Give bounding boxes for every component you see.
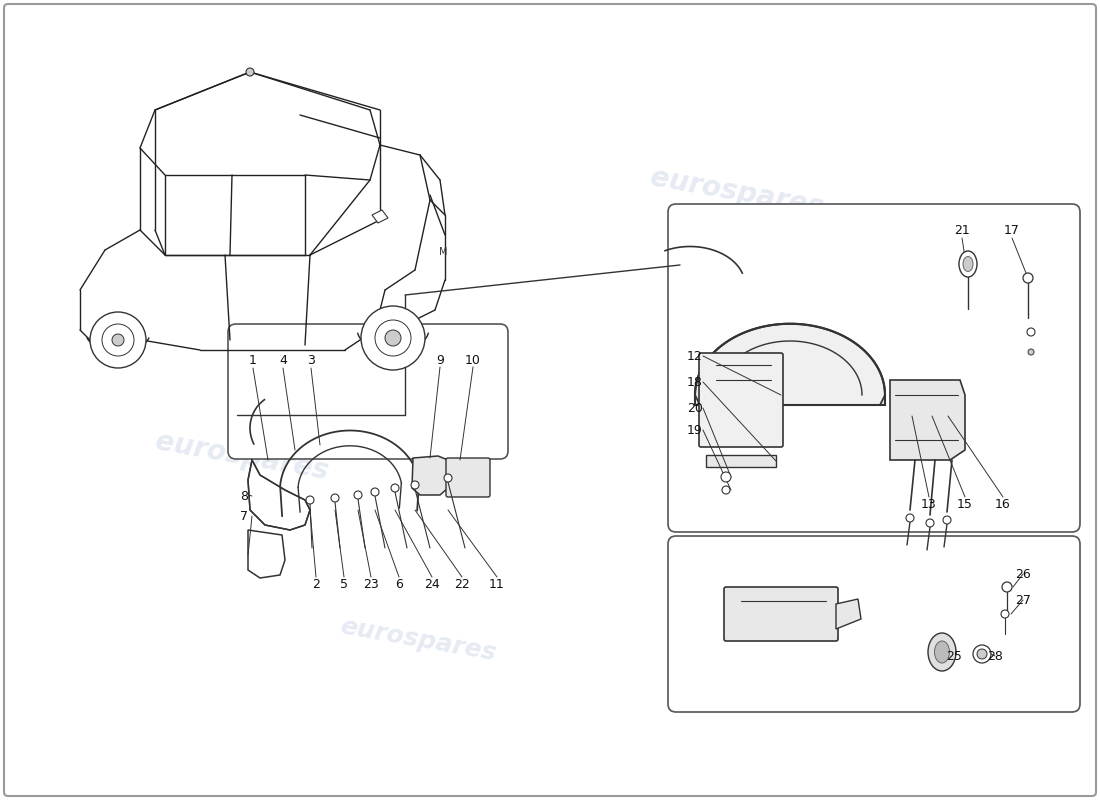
- Text: 23: 23: [363, 578, 378, 590]
- FancyBboxPatch shape: [724, 587, 838, 641]
- Text: 11: 11: [490, 578, 505, 590]
- Ellipse shape: [935, 641, 949, 663]
- Text: 15: 15: [957, 498, 972, 510]
- Text: 16: 16: [996, 498, 1011, 510]
- Circle shape: [246, 68, 254, 76]
- Circle shape: [411, 481, 419, 489]
- Ellipse shape: [959, 251, 977, 277]
- Circle shape: [1023, 273, 1033, 283]
- Circle shape: [977, 649, 987, 659]
- Text: 21: 21: [954, 225, 970, 238]
- FancyBboxPatch shape: [668, 204, 1080, 532]
- Circle shape: [361, 306, 425, 370]
- Circle shape: [371, 488, 380, 496]
- Text: 7: 7: [240, 510, 248, 522]
- Circle shape: [102, 324, 134, 356]
- Polygon shape: [836, 599, 861, 629]
- Circle shape: [112, 334, 124, 346]
- FancyBboxPatch shape: [4, 4, 1096, 796]
- Circle shape: [720, 472, 732, 482]
- Text: eurospares: eurospares: [338, 614, 498, 666]
- Text: 28: 28: [987, 650, 1003, 662]
- Text: 26: 26: [1015, 567, 1031, 581]
- Text: 18: 18: [688, 375, 703, 389]
- Polygon shape: [372, 210, 388, 223]
- Text: 10: 10: [465, 354, 481, 366]
- Circle shape: [1028, 349, 1034, 355]
- Text: eurospares: eurospares: [712, 598, 872, 650]
- Circle shape: [444, 474, 452, 482]
- Text: 12: 12: [688, 350, 703, 362]
- Text: eurospares: eurospares: [648, 163, 826, 221]
- Polygon shape: [890, 380, 965, 460]
- Text: 19: 19: [688, 423, 703, 437]
- Circle shape: [306, 496, 313, 504]
- Circle shape: [722, 486, 730, 494]
- Text: 13: 13: [921, 498, 937, 510]
- Text: 25: 25: [946, 650, 961, 662]
- Circle shape: [974, 645, 991, 663]
- Ellipse shape: [962, 257, 974, 271]
- Text: M: M: [439, 247, 448, 257]
- Circle shape: [390, 484, 399, 492]
- Text: 6: 6: [395, 578, 403, 590]
- Circle shape: [1001, 610, 1009, 618]
- Circle shape: [943, 516, 951, 524]
- FancyBboxPatch shape: [698, 353, 783, 447]
- Text: 20: 20: [688, 402, 703, 414]
- Text: 3: 3: [307, 354, 315, 367]
- Text: 27: 27: [1015, 594, 1031, 606]
- Text: eurospares: eurospares: [153, 427, 331, 485]
- Polygon shape: [706, 455, 776, 467]
- Circle shape: [1027, 328, 1035, 336]
- FancyBboxPatch shape: [228, 324, 508, 459]
- Circle shape: [354, 491, 362, 499]
- Circle shape: [331, 494, 339, 502]
- Text: 22: 22: [454, 578, 470, 590]
- Circle shape: [375, 320, 411, 356]
- Circle shape: [385, 330, 402, 346]
- Polygon shape: [248, 460, 310, 530]
- Polygon shape: [695, 324, 886, 405]
- Circle shape: [926, 519, 934, 527]
- FancyBboxPatch shape: [668, 536, 1080, 712]
- Text: 8: 8: [240, 490, 248, 502]
- Circle shape: [1002, 582, 1012, 592]
- Text: 5: 5: [340, 578, 348, 590]
- Text: 1: 1: [249, 354, 257, 367]
- Ellipse shape: [928, 633, 956, 671]
- Text: 4: 4: [279, 354, 287, 367]
- Text: 17: 17: [1004, 225, 1020, 238]
- Circle shape: [90, 312, 146, 368]
- Text: 24: 24: [425, 578, 440, 590]
- Circle shape: [906, 514, 914, 522]
- Polygon shape: [248, 530, 285, 578]
- Text: 2: 2: [312, 578, 320, 590]
- Polygon shape: [412, 456, 448, 495]
- FancyBboxPatch shape: [446, 458, 490, 497]
- Text: 9: 9: [436, 354, 444, 366]
